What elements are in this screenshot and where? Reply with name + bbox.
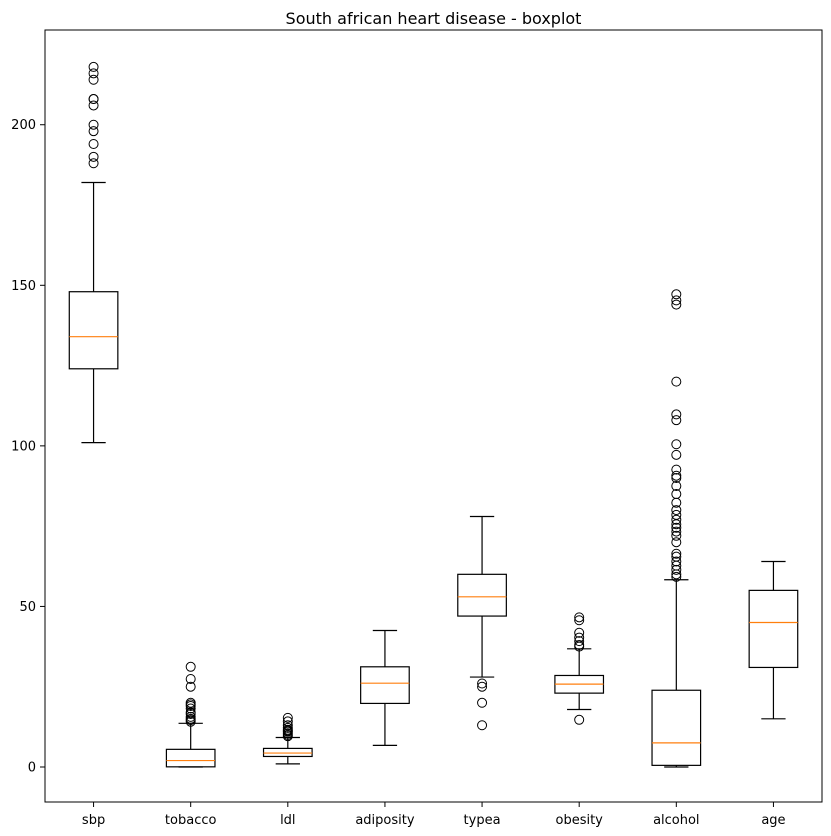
outlier-point xyxy=(671,514,682,525)
outlier-point xyxy=(671,551,682,562)
outlier-point xyxy=(185,661,196,672)
plot-frame xyxy=(44,29,823,803)
outlier-point xyxy=(574,627,585,638)
y-tick-label: 150 xyxy=(11,279,36,294)
outlier-point xyxy=(671,472,682,483)
y-tick-label: 50 xyxy=(19,600,36,615)
outlier-point xyxy=(671,415,682,426)
box-iqr xyxy=(165,748,216,768)
outlier-point xyxy=(88,151,99,162)
box-iqr xyxy=(262,747,313,758)
box-iqr xyxy=(68,291,119,370)
outlier-point xyxy=(282,712,293,723)
x-tick-label: age xyxy=(761,813,785,828)
outlier-point xyxy=(477,678,488,689)
outlier-point xyxy=(574,612,585,623)
outlier-point xyxy=(185,703,196,714)
outlier-point xyxy=(671,530,682,541)
outlier-point xyxy=(185,707,196,718)
outlier-point xyxy=(574,639,585,650)
outlier-point xyxy=(88,139,99,150)
outlier-point xyxy=(574,714,585,725)
x-tick-label: typea xyxy=(464,813,501,828)
outlier-point xyxy=(671,299,682,310)
outlier-point xyxy=(88,68,99,79)
outlier-point xyxy=(477,697,488,708)
outlier-point xyxy=(671,295,682,306)
outlier-point xyxy=(282,716,293,727)
outlier-point xyxy=(574,632,585,643)
outlier-point xyxy=(185,711,196,722)
y-tick-label: 100 xyxy=(11,439,36,454)
outlier-point xyxy=(88,119,99,130)
x-tick-label: ldl xyxy=(280,813,295,828)
chart-title: South african heart disease - boxplot xyxy=(286,9,582,28)
outlier-point xyxy=(88,94,99,105)
outlier-point xyxy=(671,481,682,492)
outlier-point xyxy=(671,509,682,520)
outlier-point xyxy=(671,409,682,420)
x-tick-label: obesity xyxy=(555,813,603,828)
outlier-point xyxy=(671,556,682,567)
outlier-point xyxy=(88,126,99,137)
x-tick-label: alcohol xyxy=(653,813,699,828)
outlier-point xyxy=(671,522,682,533)
box-iqr xyxy=(360,666,410,705)
outlier-point xyxy=(282,722,293,733)
x-tick-label: tobacco xyxy=(165,813,217,828)
outlier-point xyxy=(671,376,682,387)
outlier-point xyxy=(671,449,682,460)
outlier-point xyxy=(88,158,99,169)
outlier-point xyxy=(671,489,682,500)
y-tick-label: 200 xyxy=(11,118,36,133)
outlier-point xyxy=(671,526,682,537)
outlier-point xyxy=(671,548,682,559)
outlier-point xyxy=(185,674,196,685)
outlier-point xyxy=(671,470,682,481)
outlier-point xyxy=(477,681,488,692)
y-tick-label: 0 xyxy=(28,760,36,775)
outlier-point xyxy=(574,615,585,626)
outlier-point xyxy=(477,720,488,731)
box-iqr xyxy=(457,573,507,617)
outlier-point xyxy=(671,464,682,475)
outlier-point xyxy=(671,289,682,300)
box-iqr xyxy=(748,589,799,669)
outlier-point xyxy=(671,537,682,548)
outlier-point xyxy=(185,697,196,708)
outlier-point xyxy=(88,74,99,85)
outlier-point xyxy=(671,439,682,450)
x-tick-label: adiposity xyxy=(355,813,415,828)
outlier-point xyxy=(671,505,682,516)
outlier-point xyxy=(671,564,682,575)
x-tick-label: sbp xyxy=(82,813,105,828)
box-iqr xyxy=(651,689,702,766)
outlier-point xyxy=(88,61,99,72)
outlier-point xyxy=(185,681,196,692)
outlier-point xyxy=(671,571,682,582)
outlier-point xyxy=(574,636,585,647)
outlier-point xyxy=(282,720,293,731)
outlier-point xyxy=(88,100,99,111)
